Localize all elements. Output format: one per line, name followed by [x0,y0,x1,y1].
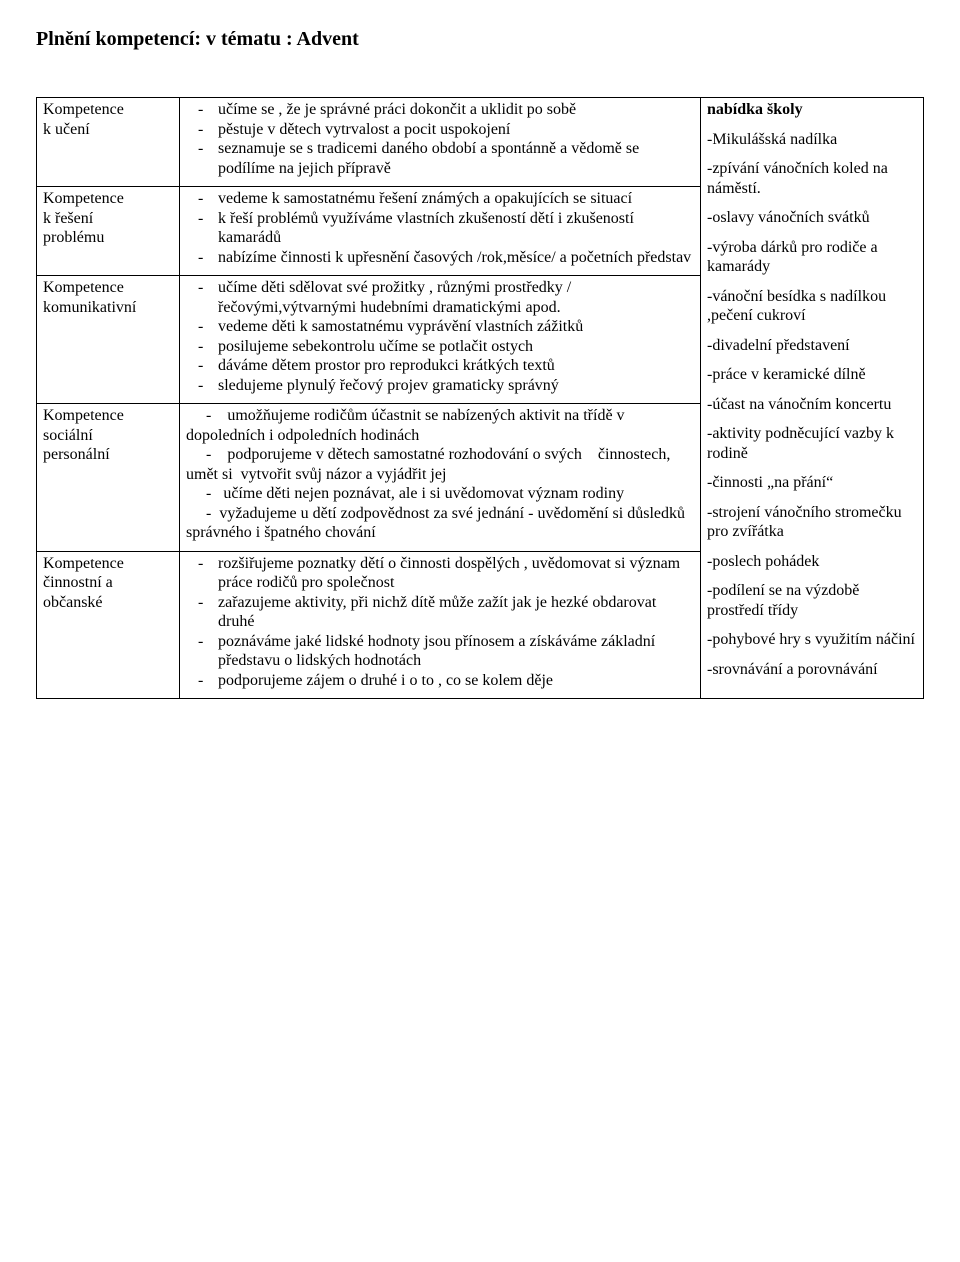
bullet-item: dáváme dětem prostor pro reprodukci krát… [198,356,694,376]
row-label-line: Kompetence [43,189,173,209]
offer-item: -zpívání vánočních koled na náměstí. [707,159,917,198]
text-line: - učíme děti nejen poznávat, ale i si uv… [186,484,694,504]
bullet-item: k řeší problémů využíváme vlastních zkuš… [198,209,694,248]
row-label-line: sociální [43,426,173,446]
bullet-list: vedeme k samostatnému řešení známých a o… [186,189,694,267]
bullet-list: učíme se , že je správné práci dokončit … [186,100,694,178]
competence-table: Kompetencek učeníučíme se , že je správn… [36,97,924,699]
row-label-line: činnostní a [43,573,173,593]
offer-item: -výroba dárků pro rodiče a kamarády [707,238,917,277]
offer-item: -aktivity podněcující vazby k rodině [707,424,917,463]
offer-item: -poslech pohádek [707,552,917,572]
row-label-cell: Kompetencesociálnípersonální [37,404,180,552]
offer-item: -strojení vánočního stromečku pro zvířát… [707,503,917,542]
row-content-cell: - umožňujeme rodičům účastnit se nabízen… [180,404,701,552]
bullet-item: nabízíme činnosti k upřesnění časových /… [198,248,694,268]
row-label-cell: Kompetencek řešeníproblému [37,187,180,276]
bullet-item: učíme děti sdělovat své prožitky , různý… [198,278,694,317]
row-label-line: k řešení [43,209,173,229]
row-content-cell: rozšiřujeme poznatky dětí o činnosti dos… [180,551,701,699]
bullet-list: rozšiřujeme poznatky dětí o činnosti dos… [186,554,694,691]
offer-item: -pohybové hry s využitím náčiní [707,630,917,650]
row-label-line: komunikativní [43,298,173,318]
bullet-item: pěstuje v dětech vytrvalost a pocit uspo… [198,120,694,140]
row-content-cell: učíme se , že je správné práci dokončit … [180,98,701,187]
bullet-item: učíme se , že je správné práci dokončit … [198,100,694,120]
bullet-item: posilujeme sebekontrolu učíme se potlači… [198,337,694,357]
bullet-item: seznamuje se s tradicemi daného období a… [198,139,694,178]
offer-item: -vánoční besídka s nadílkou ,pečení cukr… [707,287,917,326]
title-prefix: Plnění kompetencí: v tématu : [36,28,297,50]
offer-item: -účast na vánočním koncertu [707,395,917,415]
row-label-cell: Kompetencekomunikativní [37,276,180,404]
bullet-item: poznáváme jaké lidské hodnoty jsou příno… [198,632,694,671]
row-label-line: Kompetence [43,554,173,574]
table-row: Kompetencek učení učíme se , že je správn… [37,98,924,187]
bullet-item: sledujeme plynulý řečový projev gramatic… [198,376,694,396]
bullet-item: vedeme k samostatnému řešení známých a o… [198,189,694,209]
row-label-line: občanské [43,593,173,613]
offer-item: -srovnávání a porovnávání [707,660,917,680]
row-content-cell: učíme děti sdělovat své prožitky , různý… [180,276,701,404]
bullet-item: podporujeme zájem o druhé i o to , co se… [198,671,694,691]
title-topic: Advent [297,28,359,50]
offer-item: -oslavy vánočních svátků [707,208,917,228]
row-content-cell: vedeme k samostatnému řešení známých a o… [180,187,701,276]
text-line: - vyžadujeme u dětí zodpovědnost za své … [186,504,694,543]
bullet-item: vedeme děti k samostatnému vyprávění vla… [198,317,694,337]
row-label-cell: Kompetencečinnostní aobčanské [37,551,180,699]
offer-cell: nabídka školy -Mikulášská nadílka -zpívání… [701,98,924,699]
offer-item: -činnosti „na přání“ [707,473,917,493]
row-label-line: Kompetence [43,406,173,426]
row-label-cell: Kompetencek učení [37,98,180,187]
text-line: - podporujeme v dětech samostatné rozhod… [186,445,694,484]
offer-item: -Mikulášská nadílka [707,130,917,150]
offer-item: -podílení se na výzdobě prostředí třídy [707,581,917,620]
row-label-line: Kompetence [43,278,173,298]
bullet-list: učíme děti sdělovat své prožitky , různý… [186,278,694,395]
offer-item: -divadelní představení [707,336,917,356]
row-label-line: Kompetence [43,100,173,120]
text-line: - umožňujeme rodičům účastnit se nabízen… [186,406,694,445]
row-label-line: k učení [43,120,173,140]
offer-item: -práce v keramické dílně [707,365,917,385]
row-label-line: problému [43,228,173,248]
bullet-item: zařazujeme aktivity, při nichž dítě může… [198,593,694,632]
page: Plnění kompetencí: v tématu : Advent Kom… [0,0,960,735]
row-label-line: personální [43,445,173,465]
offer-heading: nabídka školy [707,100,917,120]
bullet-item: rozšiřujeme poznatky dětí o činnosti dos… [198,554,694,593]
page-title: Plnění kompetencí: v tématu : Advent [36,28,924,51]
